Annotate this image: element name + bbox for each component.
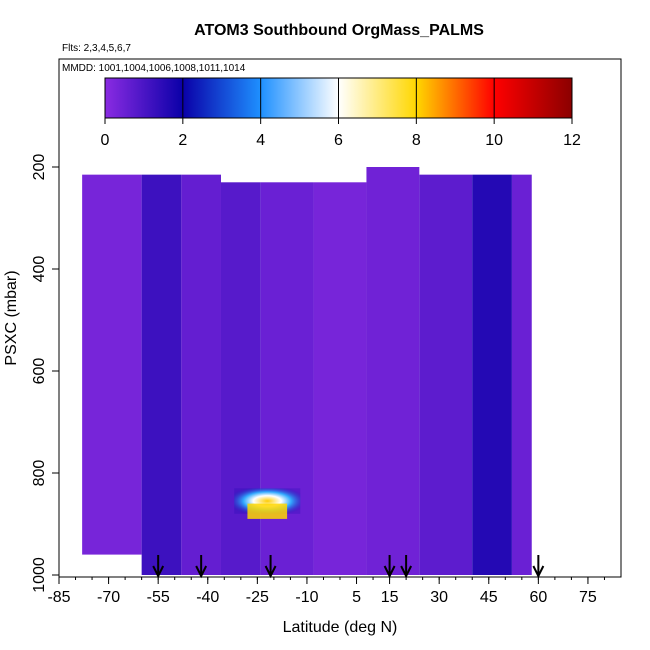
y-tick-label: 400 (31, 256, 48, 283)
heatmap-column (313, 182, 367, 576)
heatmap-column (419, 174, 473, 575)
x-tick-label: -85 (47, 589, 70, 606)
x-axis-label: Latitude (deg N) (283, 619, 398, 636)
heatmap-column (141, 174, 182, 575)
x-tick-label: 30 (430, 589, 448, 606)
colorbar-tick-label: 2 (178, 132, 187, 149)
profile-arrowhead (195, 565, 208, 579)
heatmap-column (82, 174, 142, 555)
profile-arrowhead (383, 565, 396, 579)
x-tick-label: 75 (579, 589, 597, 606)
x-tick-label: 60 (529, 589, 547, 606)
dates-subtitle: MMDD: 1001,1004,1006,1008,1011,1014 (62, 63, 246, 74)
colorbar-tick-label: 10 (485, 132, 503, 149)
y-axis-label: PSXC (mbar) (3, 270, 20, 365)
y-tick-label: 800 (31, 460, 48, 487)
profile-arrowhead (264, 565, 277, 579)
colorbar-tick-label: 4 (256, 132, 265, 149)
x-tick-label: -55 (147, 589, 170, 606)
heatmap-column (472, 174, 512, 575)
flights-subtitle: Flts: 2,3,4,5,6,7 (62, 43, 131, 54)
chart-title: ATOM3 Southbound OrgMass_PALMS (194, 22, 484, 39)
heatmap-column (511, 174, 532, 575)
x-tick-label: 15 (381, 589, 399, 606)
y-tick-label: 600 (31, 358, 48, 385)
profile-arrowhead (152, 565, 165, 579)
x-tick-label: -25 (246, 589, 269, 606)
x-tick-label: -10 (295, 589, 318, 606)
heatmap-column (181, 174, 221, 575)
x-tick-label: 45 (480, 589, 498, 606)
profile-arrowhead (532, 565, 545, 579)
profile-arrowhead (400, 565, 413, 579)
plot-frame (58, 58, 622, 578)
y-tick-label: 200 (31, 154, 48, 181)
colorbar: 0 2 4 6 8 10 12 (101, 77, 581, 149)
colorbar-tick-label: 0 (101, 132, 110, 149)
x-tick-label: -40 (196, 589, 219, 606)
heatmap-column (366, 167, 420, 575)
colorbar-tick-label: 8 (412, 132, 421, 149)
x-tick-label: 5 (352, 589, 361, 606)
y-tick-label: 1000 (31, 557, 48, 593)
heatmap-plume (247, 503, 288, 519)
axes: -85 -70 -55 -40 -25 -10 5 15 30 45 60 75 200 400 600 80… (31, 154, 605, 606)
heatmap-layer (82, 167, 545, 579)
colorbar-tick-label: 12 (563, 132, 581, 149)
x-tick-label: -70 (97, 589, 120, 606)
colorbar-tick-label: 6 (334, 132, 343, 149)
